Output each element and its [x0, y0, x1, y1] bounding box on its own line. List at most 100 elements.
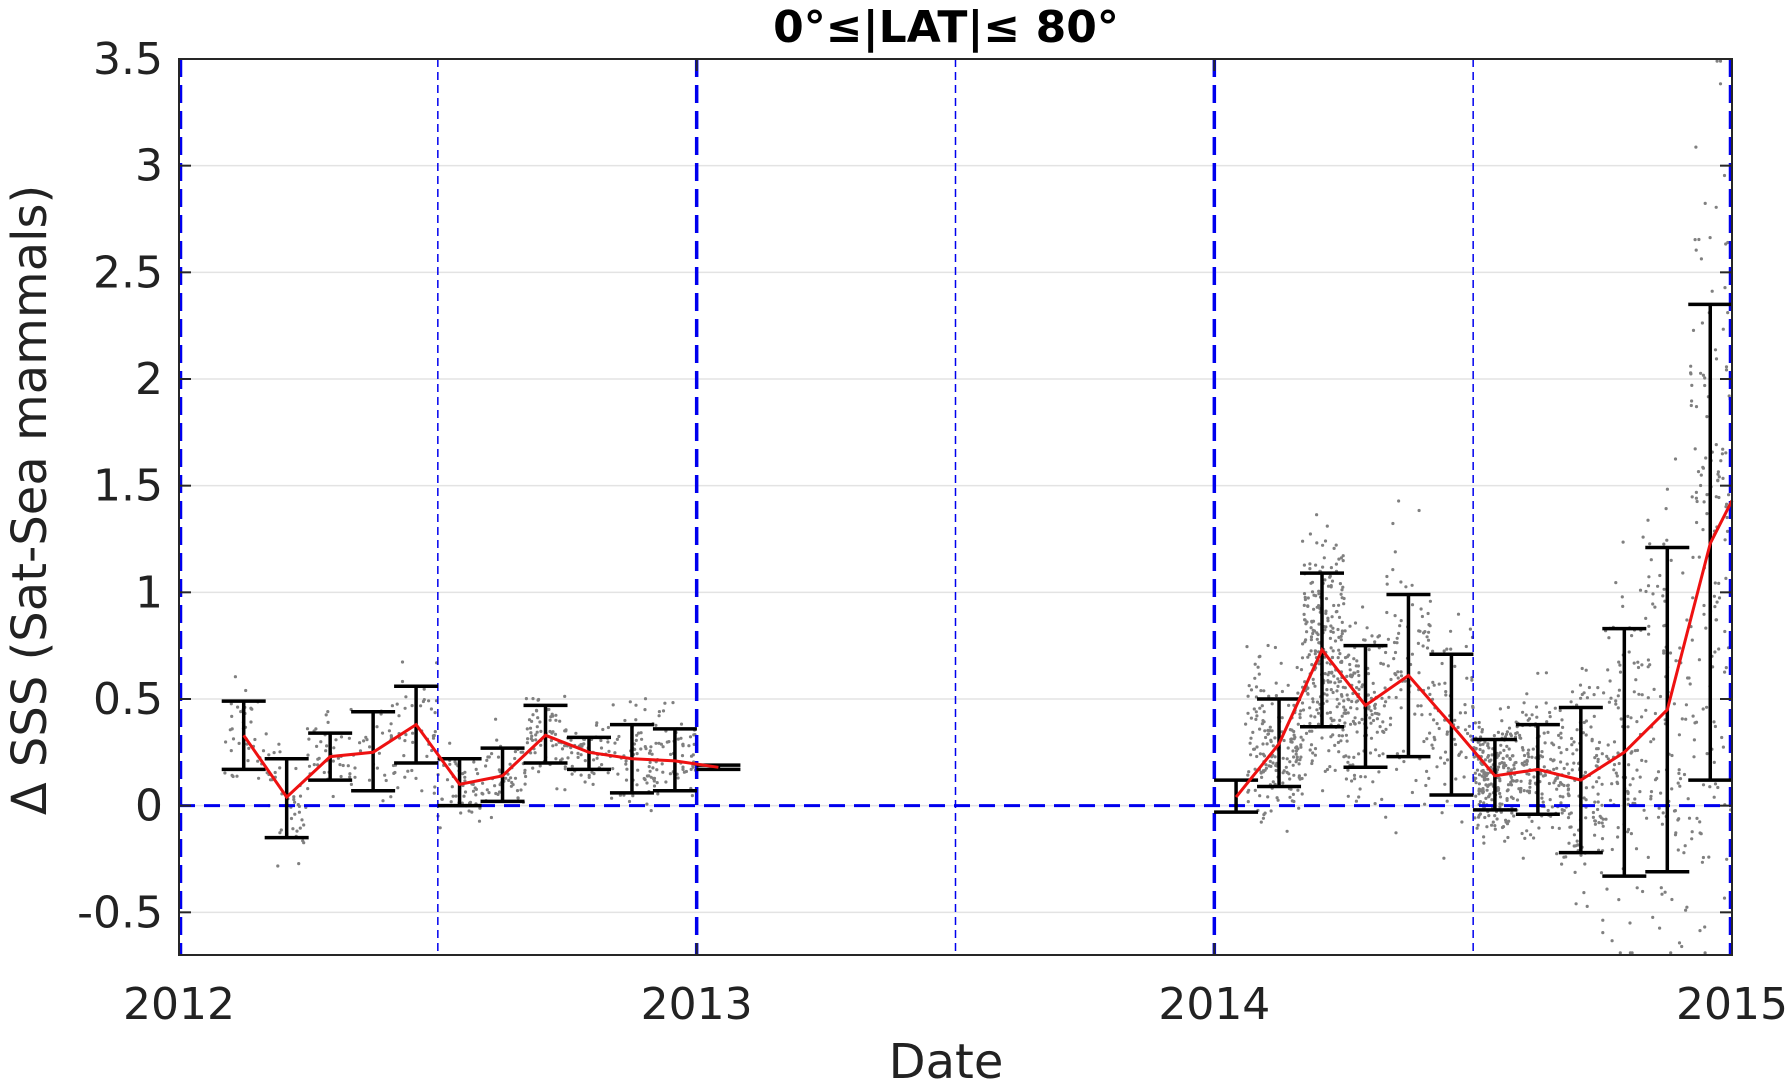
scatter-point	[1724, 576, 1728, 581]
scatter-point	[1485, 788, 1489, 792]
scatter-point	[1652, 737, 1656, 741]
scatter-point	[1249, 688, 1254, 692]
scatter-point	[1660, 822, 1664, 826]
scatter-point	[463, 770, 467, 774]
scatter-point	[606, 771, 610, 775]
scatter-point	[1685, 905, 1689, 909]
scatter-point	[1324, 609, 1328, 613]
scatter-point	[1298, 777, 1302, 781]
scatter-point	[1482, 778, 1486, 782]
scatter-point	[1518, 733, 1522, 737]
scatter-point	[1694, 145, 1698, 149]
scatter-point	[1548, 715, 1552, 719]
scatter-point	[334, 738, 338, 742]
scatter-point	[1712, 720, 1716, 724]
scatter-point	[1718, 59, 1723, 63]
scatter-point	[1572, 833, 1576, 837]
scatter-point	[1694, 248, 1698, 252]
scatter-point	[1249, 753, 1253, 757]
scatter-point	[1301, 708, 1306, 712]
scatter-point	[348, 775, 352, 779]
scatter-point	[1575, 748, 1579, 752]
scatter-point	[349, 782, 353, 787]
scatter-point	[1432, 683, 1436, 687]
scatter-point	[635, 783, 639, 787]
scatter-point	[1546, 808, 1550, 813]
scatter-point	[1273, 755, 1277, 759]
scatter-point	[661, 709, 666, 713]
scatter-point	[1699, 257, 1703, 261]
plot-frame	[178, 58, 1733, 956]
scatter-point	[1340, 620, 1344, 625]
scatter-point	[1607, 700, 1611, 704]
scatter-point	[396, 786, 400, 790]
scatter-point	[1296, 788, 1300, 792]
scatter-point	[1274, 681, 1278, 685]
scatter-point	[1592, 693, 1596, 697]
scatter-point	[1373, 802, 1377, 806]
scatter-point	[326, 710, 330, 714]
scatter-point	[1380, 797, 1384, 802]
scatter-point	[1584, 816, 1588, 820]
scatter-point	[1506, 766, 1510, 770]
scatter-point	[1246, 790, 1250, 794]
scatter-point	[1313, 652, 1317, 656]
scatter-point	[1331, 733, 1335, 737]
scatter-point	[669, 752, 673, 757]
scatter-point	[377, 751, 381, 755]
scatter-point	[1290, 740, 1294, 744]
scatter-point	[1345, 693, 1349, 697]
scatter-point	[1316, 633, 1320, 637]
scatter-point	[1677, 768, 1681, 772]
scatter-point	[676, 737, 680, 741]
scatter-point	[485, 758, 489, 763]
scatter-point	[1382, 730, 1386, 735]
scatter-point	[1540, 796, 1544, 800]
scatter-point	[1636, 660, 1640, 664]
scatter-point	[1290, 799, 1294, 803]
scatter-point	[1704, 456, 1708, 460]
scatter-point	[496, 792, 500, 797]
scatter-point	[1356, 670, 1360, 674]
scatter-point	[1362, 638, 1366, 642]
scatter-point	[1336, 684, 1340, 689]
scatter-point	[1522, 753, 1527, 758]
scatter-point	[1565, 762, 1569, 766]
scatter-point	[279, 828, 283, 832]
scatter-point	[1644, 708, 1648, 712]
scatter-point	[1703, 201, 1707, 205]
scatter-point	[392, 771, 396, 776]
scatter-point	[1571, 752, 1575, 756]
scatter-point	[1544, 671, 1548, 675]
scatter-point	[1465, 676, 1469, 680]
scatter-point	[1521, 856, 1525, 860]
scatter-point	[1570, 743, 1574, 747]
scatter-point	[1297, 806, 1301, 810]
scatter-point	[1725, 529, 1730, 534]
scatter-point	[1268, 759, 1272, 764]
scatter-point	[1298, 712, 1302, 716]
scatter-point	[429, 707, 433, 711]
scatter-point	[1252, 747, 1256, 751]
scatter-point	[1333, 743, 1337, 748]
scatter-point	[1310, 620, 1314, 624]
scatter-point	[1377, 754, 1381, 758]
scatter-point	[1444, 690, 1448, 694]
scatter-point	[1717, 581, 1721, 586]
scatter-point	[1574, 902, 1578, 906]
scatter-point	[481, 781, 485, 785]
scatter-point	[1635, 720, 1639, 724]
scatter-point	[1616, 706, 1620, 710]
scatter-point	[663, 701, 667, 705]
scatter-point	[627, 799, 632, 804]
scatter-point	[1327, 749, 1331, 753]
scatter-point	[1690, 383, 1694, 387]
scatter-point	[1336, 656, 1340, 660]
scatter-point	[1375, 717, 1379, 721]
scatter-point	[1299, 755, 1303, 759]
scatter-point	[1274, 768, 1278, 773]
scatter-point	[1382, 704, 1386, 708]
scatter-point	[1660, 892, 1664, 896]
scatter-point	[1672, 809, 1677, 813]
scatter-point	[1658, 926, 1662, 930]
